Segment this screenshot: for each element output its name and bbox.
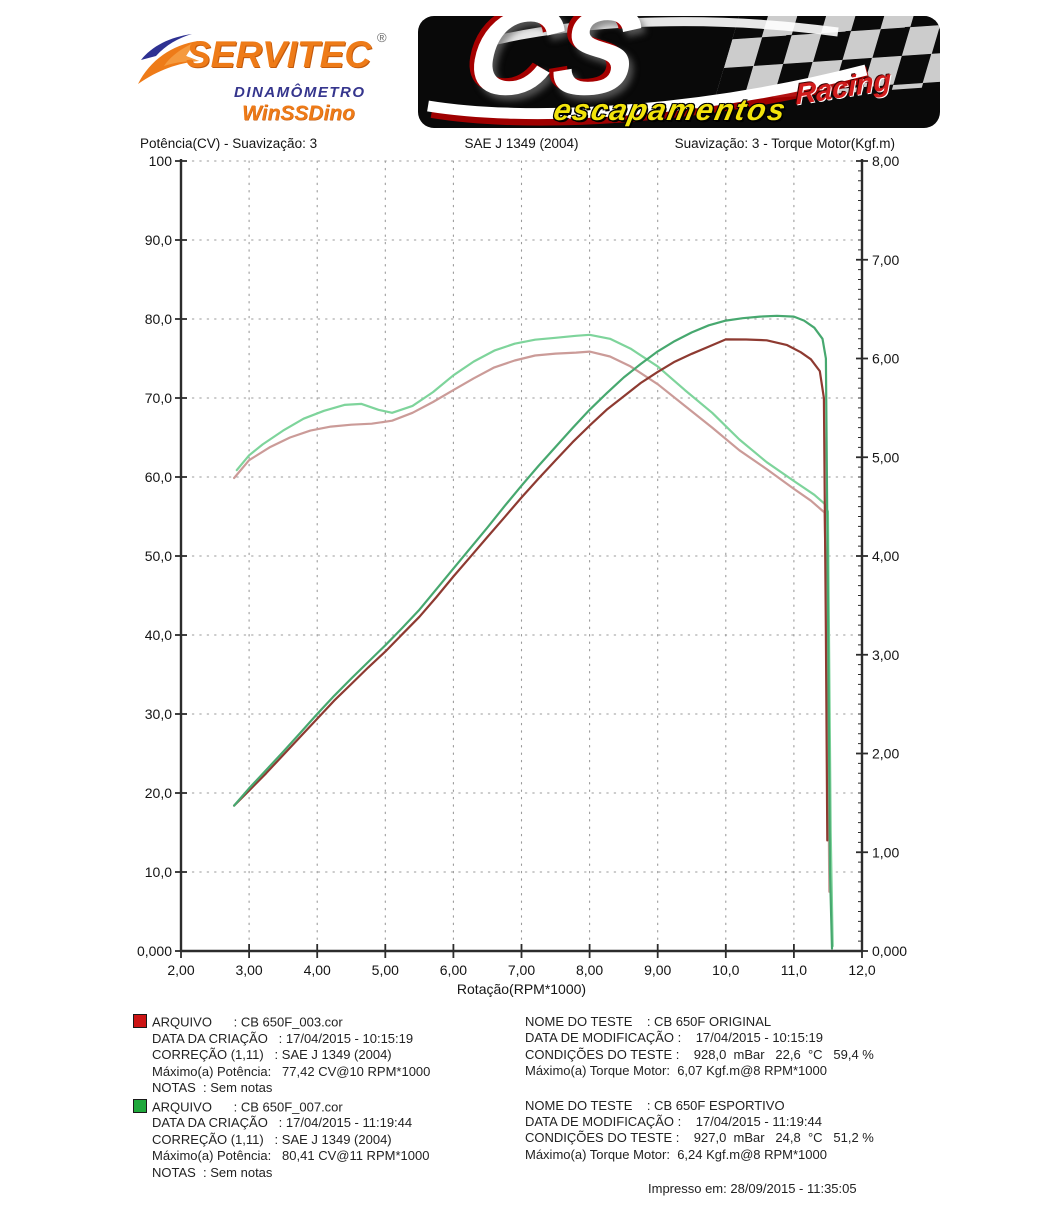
x-axis-tick-label: 5,00	[372, 962, 399, 978]
legend-line-text: CORREÇÃO (1,11) : SAE J 1349 (2004)	[152, 1131, 392, 1147]
x-axis-label: Rotação(RPM*1000)	[457, 981, 586, 997]
left-axis-tick-label: 70,0	[145, 390, 172, 406]
series-torque-original	[233, 350, 831, 893]
x-axis-tick-label: 9,00	[644, 962, 671, 978]
legend-line: CORREÇÃO (1,11) : SAE J 1349 (2004)	[133, 1132, 430, 1148]
left-axis-tick-label: 20,0	[145, 785, 172, 801]
left-axis-tick-label: 100	[149, 153, 173, 169]
correction-standard-title: SAE J 1349 (2004)	[464, 136, 579, 151]
legend-line: Máximo(a) Potência: 77,42 CV@10 RPM*1000	[133, 1064, 430, 1080]
right-axis-tick-label: 4,00	[872, 548, 899, 564]
legend-line-text: ARQUIVO : CB 650F_003.cor	[152, 1014, 343, 1030]
legend-line: DATA DA CRIAÇÃO : 17/04/2015 - 10:15:19	[133, 1031, 430, 1047]
right-axis-title: Suavização: 3 - Torque Motor(Kgf.m)	[674, 136, 895, 151]
servitec-registered-mark: ®	[377, 30, 387, 45]
series-power-original	[233, 338, 829, 842]
file-color-swatch	[133, 1098, 147, 1113]
cs-escapamentos: escapamentos	[550, 94, 791, 127]
right-axis-tick-label: 0,000	[872, 943, 907, 959]
legend-tests-column: NOME DO TESTE : CB 650F ORIGINAL DATA DE …	[525, 1014, 874, 1198]
left-axis-tick-label: 0,000	[137, 943, 172, 959]
x-axis-tick-label: 3,00	[235, 962, 262, 978]
legend-line: DATA DE MODIFICAÇÃO : 17/04/2015 - 10:15…	[525, 1030, 823, 1046]
right-axis-tick-label: 5,00	[872, 449, 899, 465]
x-axis-tick-label: 12,0	[848, 962, 875, 978]
left-axis-tick-label: 60,0	[145, 469, 172, 485]
legend-line-text: NOTAS : Sem notas	[152, 1080, 273, 1096]
servitec-swoosh-icon	[138, 34, 199, 84]
cs-swoosh-icon	[427, 17, 871, 126]
legend-file-block: ARQUIVO : CB 650F_007.cor DATA DA CRIAÇÃO…	[133, 1098, 430, 1182]
legend-line: CORREÇÃO (1,11) : SAE J 1349 (2004)	[133, 1047, 430, 1063]
legend-line: NOTAS : Sem notas	[133, 1080, 430, 1096]
right-axis-tick-label: 8,00	[872, 153, 899, 169]
legend-line-text: Máximo(a) Potência: 80,41 CV@11 RPM*1000	[152, 1148, 430, 1164]
legend-files-column: ARQUIVO : CB 650F_003.cor DATA DA CRIAÇÃO…	[133, 1014, 430, 1183]
right-axis-tick-label: 6,00	[872, 351, 899, 367]
x-axis-tick-label: 4,00	[304, 962, 331, 978]
left-axis-title: Potência(CV) - Suavização: 3	[140, 136, 318, 151]
right-axis-tick-label: 3,00	[872, 647, 899, 663]
legend-line-text: CORREÇÃO (1,11) : SAE J 1349 (2004)	[152, 1047, 392, 1063]
legend-line-text: ARQUIVO : CB 650F_007.cor	[152, 1099, 343, 1115]
legend-line: NOTAS : Sem notas	[133, 1165, 430, 1181]
cs-racing-logo: CS Racing escapamentos	[418, 16, 940, 128]
chart-header: Potência(CV) - Suavização: 3 SAE J 1349 …	[0, 136, 1062, 154]
servitec-product: WinSSDino	[242, 102, 355, 125]
series-torque-esportivo	[235, 333, 834, 948]
legend-line: Máximo(a) Torque Motor: 6,07 Kgf.m@8 RPM…	[525, 1063, 827, 1079]
legend-test-block: NOME DO TESTE : CB 650F ORIGINAL DATA DE …	[525, 1014, 874, 1080]
left-axis-tick-label: 90,0	[145, 232, 172, 248]
legend-line: ARQUIVO : CB 650F_007.cor	[133, 1098, 430, 1116]
series-power-esportivo	[233, 314, 834, 950]
left-axis-tick-label: 40,0	[145, 627, 172, 643]
left-axis-tick-label: 80,0	[145, 311, 172, 327]
servitec-brand: SERVITEC	[186, 34, 372, 75]
legend-line: DATA DE MODIFICAÇÃO : 17/04/2015 - 11:19…	[525, 1114, 822, 1130]
legend-test-block: NOME DO TESTE : CB 650F ESPORTIVO DATA DE…	[525, 1098, 874, 1164]
legend-line: NOME DO TESTE : CB 650F ORIGINAL	[525, 1014, 772, 1029]
x-axis-tick-label: 11,0	[781, 962, 807, 978]
file-color-swatch	[133, 1014, 147, 1028]
legend-line: Máximo(a) Torque Motor: 6,24 Kgf.m@8 RPM…	[525, 1146, 827, 1162]
x-axis-tick-label: 2,00	[167, 962, 194, 978]
legend-line: CONDIÇÕES DO TESTE : 928,0 mBar 22,6 °C …	[525, 1046, 874, 1062]
legend-file-block: ARQUIVO : CB 650F_003.cor DATA DA CRIAÇÃO…	[133, 1014, 430, 1097]
x-axis-tick-label: 8,00	[576, 962, 603, 978]
left-axis-tick-label: 30,0	[145, 706, 172, 722]
servitec-logo: SERVITEC ® DINAMÔMETRO WinSSDino	[130, 26, 400, 130]
right-axis-tick-label: 2,00	[872, 746, 899, 762]
legend-line: NOME DO TESTE : CB 650F ESPORTIVO	[525, 1097, 785, 1113]
legend-line: CONDIÇÕES DO TESTE : 927,0 mBar 24,8 °C …	[525, 1130, 874, 1146]
x-axis-tick-label: 7,00	[508, 962, 535, 978]
x-axis-tick-label: 6,00	[440, 962, 467, 978]
right-axis-tick-label: 1,00	[872, 844, 899, 860]
x-axis-tick-label: 10,0	[712, 962, 739, 978]
legend-line-text: Máximo(a) Potência: 77,42 CV@10 RPM*1000	[152, 1063, 431, 1079]
servitec-subtitle: DINAMÔMETRO	[234, 84, 366, 101]
legend-line-text: DATA DA CRIAÇÃO : 17/04/2015 - 11:19:44	[152, 1115, 413, 1131]
left-axis-tick-label: 10,0	[145, 864, 172, 880]
legend-line-text: DATA DA CRIAÇÃO : 17/04/2015 - 10:15:19	[152, 1030, 414, 1046]
left-axis-tick-label: 50,0	[145, 548, 172, 564]
right-axis-tick-label: 7,00	[872, 252, 899, 268]
printed-timestamp: Impresso em: 28/09/2015 - 11:35:05	[648, 1181, 857, 1197]
legend-line-text: NOTAS : Sem notas	[152, 1164, 273, 1180]
legend-line: ARQUIVO : CB 650F_003.cor	[133, 1014, 430, 1031]
legend-line: Máximo(a) Potência: 80,41 CV@11 RPM*1000	[133, 1148, 430, 1164]
legend-line: DATA DA CRIAÇÃO : 17/04/2015 - 11:19:44	[133, 1115, 430, 1131]
